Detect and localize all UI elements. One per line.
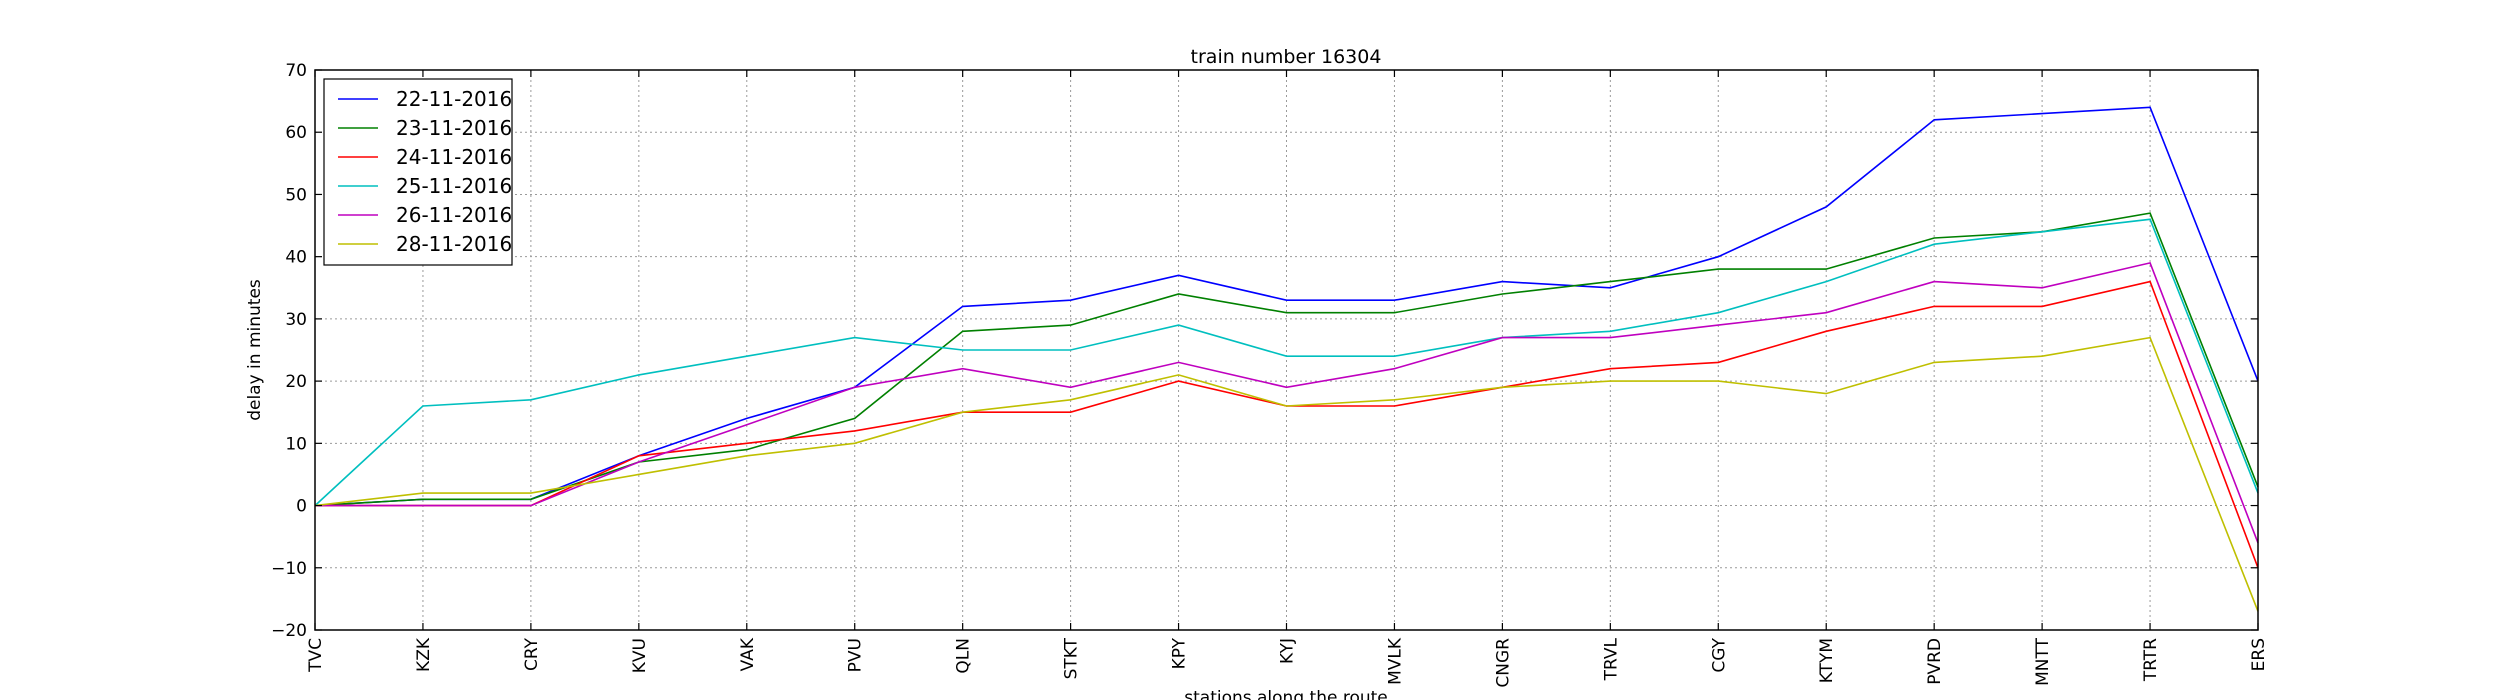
y-tick-label: 10 xyxy=(285,434,307,454)
x-tick-label: MVLK xyxy=(1385,637,1405,685)
legend: 22-11-2016 23-11-2016 24-11-2016 25-11-2016… xyxy=(323,78,513,266)
axis-ticks: −20 −10 0 10 20 30 40 50 60 70 TVC KZK CRY KVU VAK PVU Q… xyxy=(271,61,2269,688)
x-tick-label: CNGR xyxy=(1493,638,1513,688)
series-line-28-11-2016 xyxy=(314,336,2259,612)
grid xyxy=(314,69,2259,631)
x-axis-label: stations along the route xyxy=(1184,688,1388,700)
x-tick-label: TRTR xyxy=(2141,638,2161,682)
x-tick-label: QLN xyxy=(954,638,974,674)
x-tick-label: KVU xyxy=(630,638,650,673)
y-tick-label: −20 xyxy=(271,621,307,641)
x-tick-label: STKT xyxy=(1062,637,1082,679)
x-tick-label: KZK xyxy=(414,637,434,672)
x-tick-label: CGY xyxy=(1709,637,1729,672)
x-tick-label: KPY xyxy=(1170,637,1190,669)
series-line-26-11-2016 xyxy=(315,261,2259,544)
x-tick-label: KTYM xyxy=(1817,638,1837,683)
x-tick-label: PVRD xyxy=(1925,638,1945,685)
series-line-25-11-2016 xyxy=(314,218,2259,507)
legend-label: 23-11-2016 xyxy=(396,116,512,140)
y-tick-label: 30 xyxy=(285,310,307,330)
legend-label: 25-11-2016 xyxy=(396,174,512,198)
x-tick-label: TVC xyxy=(306,638,326,673)
legend-label: 24-11-2016 xyxy=(396,145,512,169)
y-tick-label: 60 xyxy=(285,123,307,143)
x-tick-label: VAK xyxy=(738,637,758,671)
y-tick-label: 50 xyxy=(285,185,307,205)
legend-label: 26-11-2016 xyxy=(396,203,512,227)
x-tick-label: MNTT xyxy=(2033,637,2053,685)
x-tick-label: KYJ xyxy=(1278,638,1298,664)
chart-title: train number 16304 xyxy=(1191,46,1382,68)
series-lines xyxy=(314,106,2259,612)
legend-box xyxy=(323,78,513,266)
x-tick-label: TRVL xyxy=(1601,637,1621,681)
y-tick-label: 20 xyxy=(285,372,307,392)
series-line-24-11-2016 xyxy=(315,280,2259,569)
x-tick-label: CRY xyxy=(522,637,542,671)
y-tick-label: −10 xyxy=(271,559,307,579)
legend-label: 28-11-2016 xyxy=(396,232,512,256)
y-tick-label: 70 xyxy=(285,61,307,81)
y-tick-label: 40 xyxy=(285,248,307,268)
legend-label: 22-11-2016 xyxy=(396,87,512,111)
y-axis-label: delay in minutes xyxy=(245,279,265,421)
x-tick-label: PVU xyxy=(846,638,866,672)
x-tick-label: ERS xyxy=(2249,638,2269,671)
y-tick-label: 0 xyxy=(296,497,307,517)
